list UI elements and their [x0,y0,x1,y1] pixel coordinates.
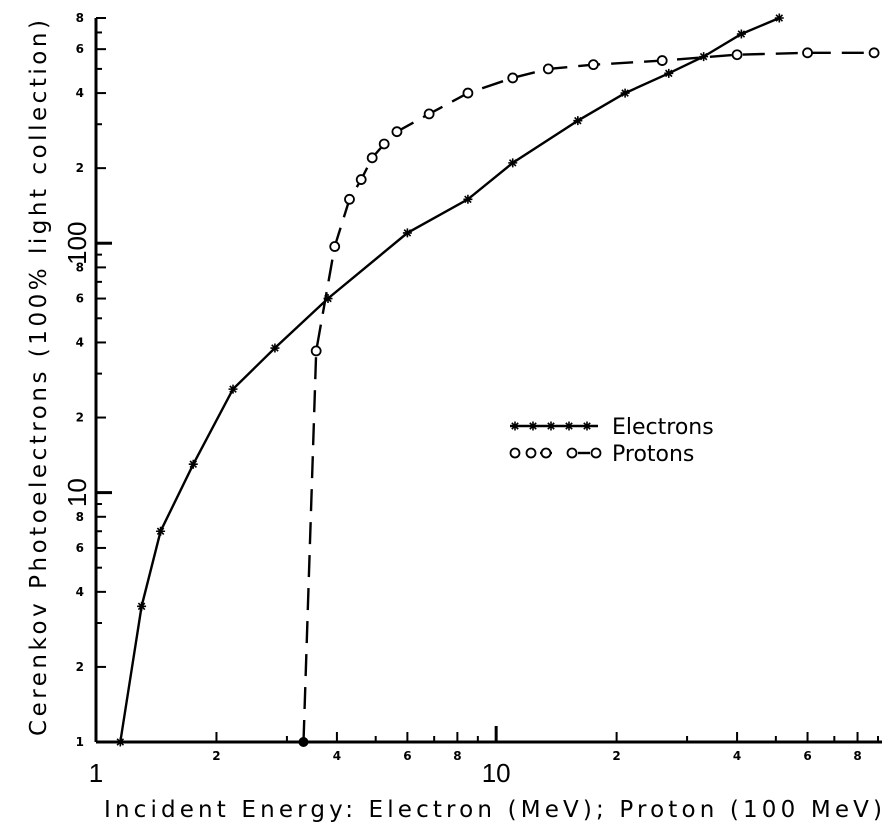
protons-point [298,737,309,747]
y-minor-tick-label: 2 [76,660,84,674]
protons-point [378,138,390,150]
y-major-tick-label: 100 [62,222,92,265]
x-minor-tick-label: 6 [803,749,811,763]
protons-point [542,63,554,75]
legend-protons-label: Protons [612,442,694,467]
protons-point [391,126,403,138]
electrons-point [156,526,166,536]
protons-point [588,59,599,71]
x-minor-tick-label: 8 [853,749,861,763]
electrons-point [323,294,333,304]
x-major-tick-label: 1 [89,758,103,788]
x-minor-tick-label: 4 [733,749,741,763]
legend-electrons-label: Electrons [612,415,714,440]
axes-layer: 2 4 6 8 2 4 6 8 1 10 1 2 4 6 8 2 4 6 8 2 4 6 8 10 100 [62,11,882,788]
electrons-point [736,29,746,39]
legend-electrons-marker [564,421,574,431]
protons-point [355,174,367,185]
protons-point [868,47,880,59]
legend-electrons-marker [528,421,538,431]
electrons-point [463,194,473,204]
electrons-point [228,384,238,394]
x-minor-tick-label: 8 [453,749,461,763]
y-minor-tick-label: 2 [76,411,84,425]
y-minor-tick-label: 4 [76,335,84,349]
electrons-point [115,737,125,747]
protons-point [731,49,743,61]
legend-protons-marker [540,447,552,459]
electrons-point [508,158,518,168]
legend-protons-marker [590,447,602,459]
y-minor-tick-label: 8 [76,260,84,274]
legend-electrons-marker [510,421,520,431]
x-minor-tick-label: 2 [212,749,220,763]
y-major-tick-label: 10 [62,478,92,507]
legend-layer: Electrons Protons [509,415,714,467]
electrons-point [774,13,784,23]
y-axis-title: Cerenkov Photoelectrons (100% light coll… [26,20,52,736]
legend-protons-marker [525,447,537,459]
y-minor-tick-label: 4 [76,86,84,100]
electrons-point [573,116,583,126]
protons-point [507,72,519,84]
y-minor-tick-label: 4 [76,585,84,599]
x-minor-tick-label: 2 [612,749,620,763]
legend-protons-markers [509,447,602,459]
y-minor-tick-label: 2 [76,161,84,175]
legend-protons-marker [509,447,521,459]
electrons-point [620,88,630,98]
electrons-point [664,68,674,78]
y-minor-tick-label: 8 [76,11,84,25]
series-line-protons [302,51,875,743]
electrons-point [188,459,198,469]
protons-point [310,345,322,357]
x-axis-title: Incident Energy: Electron (MeV); Proton … [104,797,882,823]
electrons-point [699,52,709,62]
series-line-electrons [119,16,780,743]
legend-electrons-markers [510,421,592,431]
x-minor-tick-label: 4 [333,749,341,763]
legend-electrons-marker [582,421,592,431]
protons-point [344,193,355,205]
x-major-tick-label: 10 [482,758,511,788]
electrons-point [270,343,280,353]
protons-point [802,47,813,59]
y-minor-tick-label: 6 [76,292,84,306]
series-layer [115,13,880,747]
y-minor-tick-label: 1 [76,735,84,749]
protons-point [462,87,474,99]
electrons-point [137,601,147,611]
protons-point [366,152,378,164]
legend-electrons-marker [546,421,556,431]
electrons-point [402,228,412,238]
y-minor-tick-label: 6 [76,541,84,555]
protons-point [423,108,435,120]
protons-point [656,55,668,66]
y-minor-tick-label: 8 [76,510,84,524]
protons-point [329,241,341,252]
legend-protons-marker [566,447,578,459]
x-minor-tick-label: 6 [403,749,411,763]
y-minor-tick-label: 6 [76,42,84,56]
